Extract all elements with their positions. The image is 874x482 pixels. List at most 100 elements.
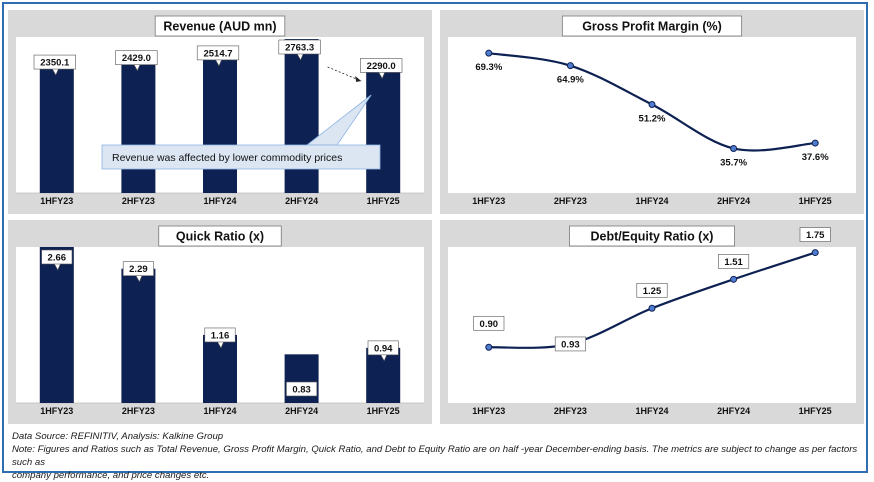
- data-label: 2429.0: [115, 50, 158, 72]
- chart-revenue-aud-mn: Revenue (AUD mn) 1HFY23 2HFY23 1HFY24 2HFY24…: [8, 10, 432, 214]
- data-label-box: [204, 327, 236, 343]
- outer-frame: [2, 2, 868, 473]
- chart-title: Quick Ratio (x): [176, 230, 264, 244]
- data-label-text: 2.29: [129, 264, 148, 275]
- data-label-text: 2290.0: [367, 61, 396, 72]
- chart-title-box: [158, 225, 282, 247]
- data-source-text: Data Source: REFINITIV, Analysis: Kalkin…: [12, 431, 224, 442]
- chart-title: Debt/Equity Ratio (x): [591, 230, 714, 244]
- x-tick-label: 1HFY24: [635, 406, 668, 416]
- x-tick-label: 1HFY24: [635, 196, 668, 206]
- data-label: 2290.0: [360, 58, 403, 80]
- data-label: 2.66: [41, 249, 73, 271]
- data-point: [485, 49, 493, 57]
- x-tick-label: 1HFY24: [203, 406, 236, 416]
- data-label-text: 0.93: [561, 339, 580, 350]
- chart-title-box: [561, 15, 743, 37]
- data-label: 2.29: [122, 261, 154, 283]
- x-tick-label: 1HFY25: [799, 406, 832, 416]
- data-label: 0.90: [473, 315, 505, 331]
- data-label: 37.6%: [802, 152, 829, 163]
- bar: [121, 268, 156, 403]
- plot-area: [448, 37, 856, 193]
- data-point: [566, 62, 574, 70]
- data-label-text: 1.51: [724, 257, 743, 268]
- data-point: [730, 144, 738, 152]
- x-tick-label: 2HFY23: [554, 406, 587, 416]
- x-tick-label: 1HFY23: [472, 406, 505, 416]
- x-tick-label: 1HFY23: [472, 196, 505, 206]
- data-label-box: [554, 336, 586, 352]
- data-label-box: [122, 261, 154, 276]
- x-tick-label: 2HFY24: [717, 196, 750, 206]
- data-label-box: [636, 282, 668, 298]
- data-point: [730, 275, 738, 283]
- bar: [39, 247, 74, 403]
- chart-title: Gross Profit Margin (%): [582, 20, 722, 34]
- data-label-text: 0.83: [292, 385, 311, 396]
- plot-area: [448, 247, 856, 403]
- x-tick-label: 1HFY25: [799, 196, 832, 206]
- data-point: [485, 343, 493, 351]
- note-text-line2: company performance, and price changes e…: [12, 470, 210, 481]
- data-label: 2514.7: [196, 45, 240, 67]
- footer: Data Source: REFINITIV, Analysis: Kalkin…: [12, 430, 862, 482]
- data-label-box: [196, 45, 240, 61]
- chart-title: Revenue (AUD mn): [163, 20, 276, 34]
- data-label: 1.51: [718, 254, 750, 269]
- data-label-box: [278, 39, 321, 55]
- data-label-box: [115, 50, 158, 65]
- chart-title-box: [569, 225, 735, 247]
- data-label: 51.2%: [639, 114, 666, 125]
- data-label-box: [367, 340, 399, 356]
- data-label-text: 2.66: [48, 253, 67, 264]
- x-tick-label: 1HFY24: [203, 196, 236, 206]
- callout-text: Revenue was affected by lower commodity …: [112, 152, 342, 164]
- x-tick-label: 1HFY23: [40, 406, 73, 416]
- data-label: 0.94: [367, 340, 399, 362]
- bar: [366, 65, 401, 193]
- bar: [121, 57, 156, 193]
- x-tick-label: 2HFY23: [122, 406, 155, 416]
- data-label: 0.83: [286, 381, 318, 397]
- data-label: 2763.3: [278, 39, 321, 61]
- x-tick-label: 2HFY24: [717, 406, 750, 416]
- data-label: 1.16: [204, 327, 236, 349]
- data-point: [648, 304, 656, 312]
- data-label: 35.7%: [720, 157, 747, 168]
- x-tick-label: 2HFY23: [554, 196, 587, 206]
- data-label-text: 1.16: [211, 330, 230, 341]
- x-tick-label: 2HFY24: [285, 406, 318, 416]
- chart-title-box: [154, 15, 286, 37]
- chart-gross-profit-margin: Gross Profit Margin (%) 1HFY23 2HFY23 1HFY2…: [440, 10, 864, 214]
- bar: [203, 52, 237, 193]
- data-label-box: [360, 58, 403, 73]
- data-label-text: 2429.0: [122, 53, 151, 64]
- data-label-box: [799, 227, 831, 242]
- data-label: 2350.1: [33, 54, 76, 76]
- data-label: 1.75: [799, 227, 831, 242]
- callout-box: [101, 144, 381, 170]
- bar: [284, 39, 319, 194]
- chart-quick-ratio-x: Quick Ratio (x) 1HFY23 2HFY23 1HFY24 2HFY24 1…: [8, 220, 432, 424]
- data-label-box: [473, 315, 505, 331]
- data-label: 69.3%: [475, 62, 502, 73]
- data-label-box: [41, 249, 73, 265]
- data-point: [648, 101, 656, 109]
- data-point: [811, 139, 819, 147]
- data-label-box: [286, 381, 318, 397]
- data-point: [811, 249, 819, 257]
- bar: [39, 62, 74, 193]
- data-label-box: [33, 54, 76, 70]
- x-tick-label: 2HFY23: [122, 196, 155, 206]
- data-label-text: 0.90: [480, 319, 499, 330]
- x-tick-label: 2HFY24: [285, 196, 318, 206]
- data-label: 64.9%: [557, 75, 584, 86]
- data-label: 0.93: [554, 336, 586, 352]
- data-label-text: 1.75: [806, 230, 825, 241]
- data-label-text: 2763.3: [285, 43, 314, 54]
- data-label-text: 2350.1: [40, 58, 70, 69]
- x-tick-label: 1HFY25: [367, 406, 400, 416]
- x-tick-label: 1HFY23: [40, 196, 73, 206]
